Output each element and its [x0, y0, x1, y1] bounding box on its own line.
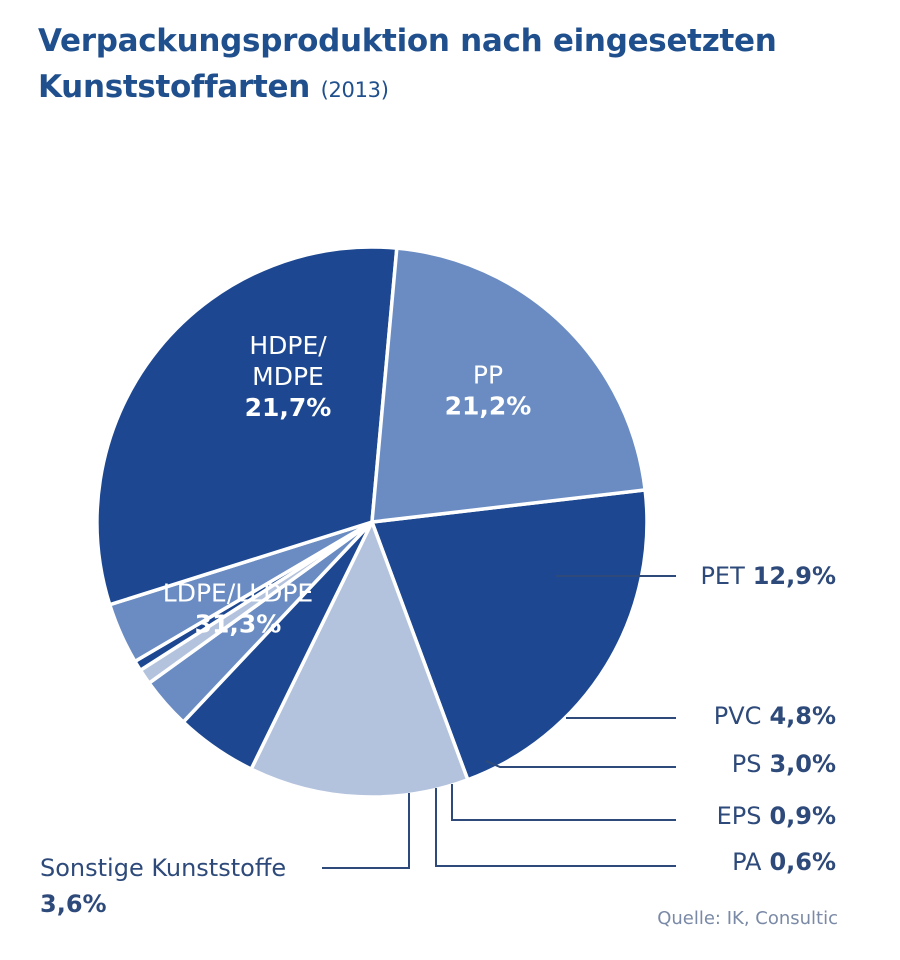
slice-name-pvc: PVC	[714, 702, 762, 730]
chart-title-year: (2013)	[320, 78, 389, 102]
slice-labels: PP 21,2%PET 12,9%PVC 4,8%PS 3,0%EPS 0,9%PA 0,6…	[40, 331, 836, 918]
slice-name-hdpe-mdpe: HDPE/	[249, 331, 327, 360]
chart-title-line2-text: Kunststoffarten	[38, 69, 311, 105]
pie-slice-hdpe-mdpe	[370, 246, 647, 524]
slice-label-pp: PP 21,2%	[445, 361, 532, 421]
slice-value-pa: 0,6%	[769, 848, 836, 876]
slice-name-sonstige-kunststoffe: Sonstige Kunststoffe	[40, 854, 286, 882]
slice-label-ldpe-lldpe: LDPE/LLDPE 31,3%	[163, 579, 313, 639]
slice-label-eps: EPS 0,9%	[717, 802, 836, 830]
slice-name-pp: PP	[473, 361, 503, 390]
leader-line-sonstige-kunststoffe	[322, 793, 410, 869]
slice-name-eps: EPS	[717, 802, 762, 830]
source-note: Quelle: IK, Consultic	[657, 908, 838, 929]
slice-name-ldpe-lldpe: LDPE/LLDPE	[163, 579, 313, 608]
slice-label-hdpe-mdpe: HDPE/MDPE 21,7%	[245, 331, 332, 422]
leader-line-eps	[451, 784, 676, 821]
slice-value-ldpe-lldpe: 31,3%	[195, 610, 282, 639]
slice-label-pvc: PVC 4,8%	[714, 702, 836, 730]
slice-name-hdpe-mdpe: MDPE	[252, 362, 324, 391]
slice-value-sonstige-kunststoffe: 3,6%	[40, 890, 107, 918]
leader-line-pa	[435, 788, 676, 867]
chart-title: Verpackungsproduktion nach eingesetzten …	[38, 18, 777, 113]
slice-value-pp: 21,2%	[445, 392, 532, 421]
pie-slice-pp	[370, 488, 649, 782]
pie-slice-pet	[249, 520, 470, 799]
slice-label-sonstige-kunststoffe: Sonstige Kunststoffe 3,6%	[40, 854, 286, 918]
slice-value-pvc: 4,8%	[769, 702, 836, 730]
leader-lines	[322, 575, 676, 869]
leader-line-ps	[485, 760, 676, 768]
slice-value-hdpe-mdpe: 21,7%	[245, 393, 332, 422]
slice-label-pet: PET 12,9%	[700, 562, 836, 590]
slice-label-ps: PS 3,0%	[732, 750, 836, 778]
pie-slice-ldpe-lldpe	[95, 245, 399, 607]
slice-value-ps: 3,0%	[769, 750, 836, 778]
slice-label-pa: PA 0,6%	[732, 848, 836, 876]
chart-title-line1: Verpackungsproduktion nach eingesetzten	[38, 23, 777, 59]
slice-value-eps: 0,9%	[769, 802, 836, 830]
pie-slices	[95, 245, 649, 799]
slice-value-pet: 12,9%	[753, 562, 836, 590]
chart-title-line2: Kunststoffarten (2013)	[38, 64, 776, 113]
slice-name-pet: PET	[700, 562, 745, 590]
slice-name-pa: PA	[732, 848, 762, 876]
slice-name-ps: PS	[732, 750, 762, 778]
